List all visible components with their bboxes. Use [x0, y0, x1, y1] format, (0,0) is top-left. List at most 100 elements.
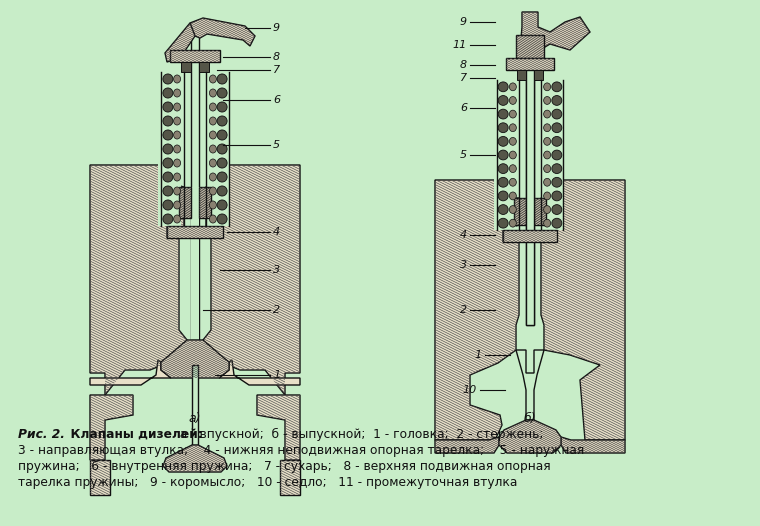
Ellipse shape: [217, 144, 227, 154]
Ellipse shape: [509, 206, 516, 214]
Ellipse shape: [217, 116, 227, 126]
Ellipse shape: [173, 117, 181, 125]
Ellipse shape: [210, 117, 217, 125]
Ellipse shape: [217, 186, 227, 196]
Text: Клапаны дизелей:: Клапаны дизелей:: [62, 428, 203, 441]
Ellipse shape: [498, 164, 508, 174]
Ellipse shape: [163, 186, 173, 196]
Polygon shape: [90, 165, 187, 395]
Ellipse shape: [217, 130, 227, 140]
Ellipse shape: [509, 124, 516, 132]
Ellipse shape: [217, 88, 227, 98]
Bar: [526, 50, 534, 325]
Ellipse shape: [543, 137, 551, 145]
Polygon shape: [534, 198, 546, 225]
Ellipse shape: [163, 172, 173, 182]
Polygon shape: [90, 395, 133, 460]
Text: 3 - направляющая втулка;    4 - нижняя неподвижная опорная тарелка;    5 - наруж: 3 - направляющая втулка; 4 - нижняя непо…: [18, 444, 584, 457]
Ellipse shape: [543, 97, 551, 104]
Bar: [526, 198, 534, 325]
Bar: [526, 50, 534, 325]
Polygon shape: [161, 340, 229, 378]
Ellipse shape: [552, 177, 562, 187]
Ellipse shape: [543, 83, 551, 91]
Ellipse shape: [173, 215, 181, 223]
Ellipse shape: [163, 200, 173, 210]
Text: 1: 1: [475, 350, 482, 360]
Text: 4: 4: [460, 230, 467, 240]
Text: б): б): [524, 412, 537, 425]
Polygon shape: [179, 187, 191, 218]
Text: 5: 5: [460, 150, 467, 160]
Ellipse shape: [543, 165, 551, 173]
Polygon shape: [219, 360, 300, 385]
Text: 8: 8: [273, 52, 280, 62]
Ellipse shape: [173, 201, 181, 209]
Text: 5: 5: [273, 140, 280, 150]
Ellipse shape: [509, 178, 516, 186]
Polygon shape: [165, 23, 195, 62]
Ellipse shape: [509, 83, 516, 91]
Text: 6: 6: [460, 103, 467, 113]
Polygon shape: [190, 18, 255, 46]
Polygon shape: [561, 437, 625, 453]
Ellipse shape: [543, 192, 551, 200]
Ellipse shape: [543, 206, 551, 214]
Polygon shape: [257, 395, 300, 460]
Polygon shape: [514, 198, 526, 225]
Text: 3: 3: [273, 265, 280, 275]
Ellipse shape: [173, 159, 181, 167]
Polygon shape: [516, 350, 544, 420]
Ellipse shape: [509, 219, 516, 227]
Ellipse shape: [173, 89, 181, 97]
Text: 2: 2: [273, 305, 280, 315]
Ellipse shape: [210, 215, 217, 223]
Polygon shape: [435, 180, 519, 440]
Text: 1: 1: [273, 370, 280, 380]
Ellipse shape: [498, 109, 508, 119]
Text: 7: 7: [273, 65, 280, 75]
Text: 11: 11: [453, 40, 467, 50]
Ellipse shape: [210, 75, 217, 83]
Bar: [191, 187, 199, 340]
Text: 9: 9: [460, 17, 467, 27]
Bar: [506, 58, 554, 70]
Ellipse shape: [217, 158, 227, 168]
Ellipse shape: [543, 110, 551, 118]
Bar: [191, 28, 199, 340]
Polygon shape: [203, 165, 300, 395]
Ellipse shape: [498, 218, 508, 228]
Bar: [516, 35, 544, 58]
Ellipse shape: [552, 191, 562, 201]
Ellipse shape: [210, 187, 217, 195]
Polygon shape: [435, 437, 499, 453]
Polygon shape: [90, 360, 171, 385]
Text: 10: 10: [463, 385, 477, 395]
Ellipse shape: [498, 205, 508, 215]
Ellipse shape: [173, 145, 181, 153]
Ellipse shape: [210, 145, 217, 153]
Ellipse shape: [210, 173, 217, 181]
Ellipse shape: [210, 159, 217, 167]
Polygon shape: [199, 187, 211, 218]
Polygon shape: [541, 180, 625, 440]
Ellipse shape: [498, 191, 508, 201]
Text: тарелка пружины;   9 - коромысло;   10 - седло;   11 - промежуточная втулка: тарелка пружины; 9 - коромысло; 10 - сед…: [18, 476, 518, 489]
Ellipse shape: [509, 165, 516, 173]
Ellipse shape: [173, 173, 181, 181]
Ellipse shape: [509, 151, 516, 159]
Ellipse shape: [552, 205, 562, 215]
Ellipse shape: [173, 103, 181, 111]
Ellipse shape: [498, 123, 508, 133]
Ellipse shape: [498, 96, 508, 105]
Ellipse shape: [552, 82, 562, 92]
Ellipse shape: [217, 172, 227, 182]
Ellipse shape: [509, 137, 516, 145]
Ellipse shape: [552, 96, 562, 105]
Ellipse shape: [509, 192, 516, 200]
Bar: [158, 72, 181, 226]
Ellipse shape: [543, 219, 551, 227]
Ellipse shape: [210, 103, 217, 111]
Ellipse shape: [217, 74, 227, 84]
Ellipse shape: [498, 136, 508, 146]
